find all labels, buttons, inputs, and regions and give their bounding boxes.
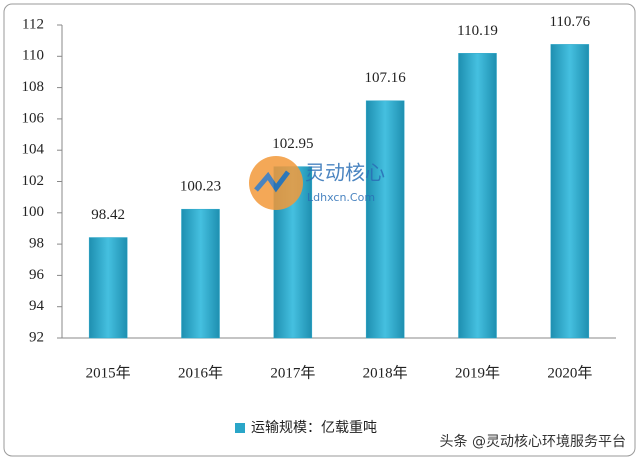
y-tick-label: 98	[29, 236, 44, 252]
value-label: 100.23	[180, 179, 221, 195]
value-label: 107.16	[365, 70, 407, 86]
watermark-title: 灵动核心	[305, 161, 385, 185]
value-label: 110.76	[549, 14, 590, 30]
legend-swatch	[235, 423, 245, 433]
y-tick-label: 112	[22, 16, 44, 32]
x-tick-label: 2020年	[547, 364, 592, 381]
y-tick-label: 102	[22, 173, 45, 189]
x-tick-label: 2017年	[270, 364, 315, 381]
bar	[365, 100, 405, 339]
y-tick-label: 108	[22, 79, 45, 95]
x-tick-label: 2016年	[178, 364, 223, 381]
legend-label: 运输规模：亿载重吨	[251, 420, 377, 436]
bar	[181, 208, 220, 339]
y-tick-label: 92	[29, 329, 44, 345]
bar	[88, 237, 128, 339]
y-tick-label: 94	[29, 298, 45, 314]
watermark: 灵动核心 Ldhxcn.Com	[249, 156, 385, 210]
watermark-logo-mark	[254, 170, 290, 193]
bar	[550, 44, 590, 339]
y-tick-label: 104	[22, 142, 45, 158]
y-tick-label: 96	[29, 267, 45, 283]
y-tick-label: 106	[22, 110, 45, 126]
bar	[458, 53, 497, 339]
value-label: 98.42	[91, 207, 125, 223]
x-tick-label: 2015年	[86, 364, 131, 381]
footer: 头条 @灵动核心环境服务平台	[440, 433, 626, 450]
x-tick-label: 2019年	[455, 364, 500, 381]
watermark-subtitle: Ldhxcn.Com	[307, 191, 375, 204]
watermark-logo	[249, 156, 303, 210]
x-tick-label: 2018年	[363, 364, 408, 381]
chart-frame	[3, 3, 636, 457]
value-label: 110.19	[457, 23, 498, 39]
plot-area: 92 94 96 98 100 102 104 106 108 110 112 2015年 2016年 2…	[22, 14, 616, 436]
y-tick-label: 110	[22, 48, 44, 64]
y-tick-label: 100	[22, 204, 45, 220]
value-label: 102.95	[272, 136, 313, 152]
